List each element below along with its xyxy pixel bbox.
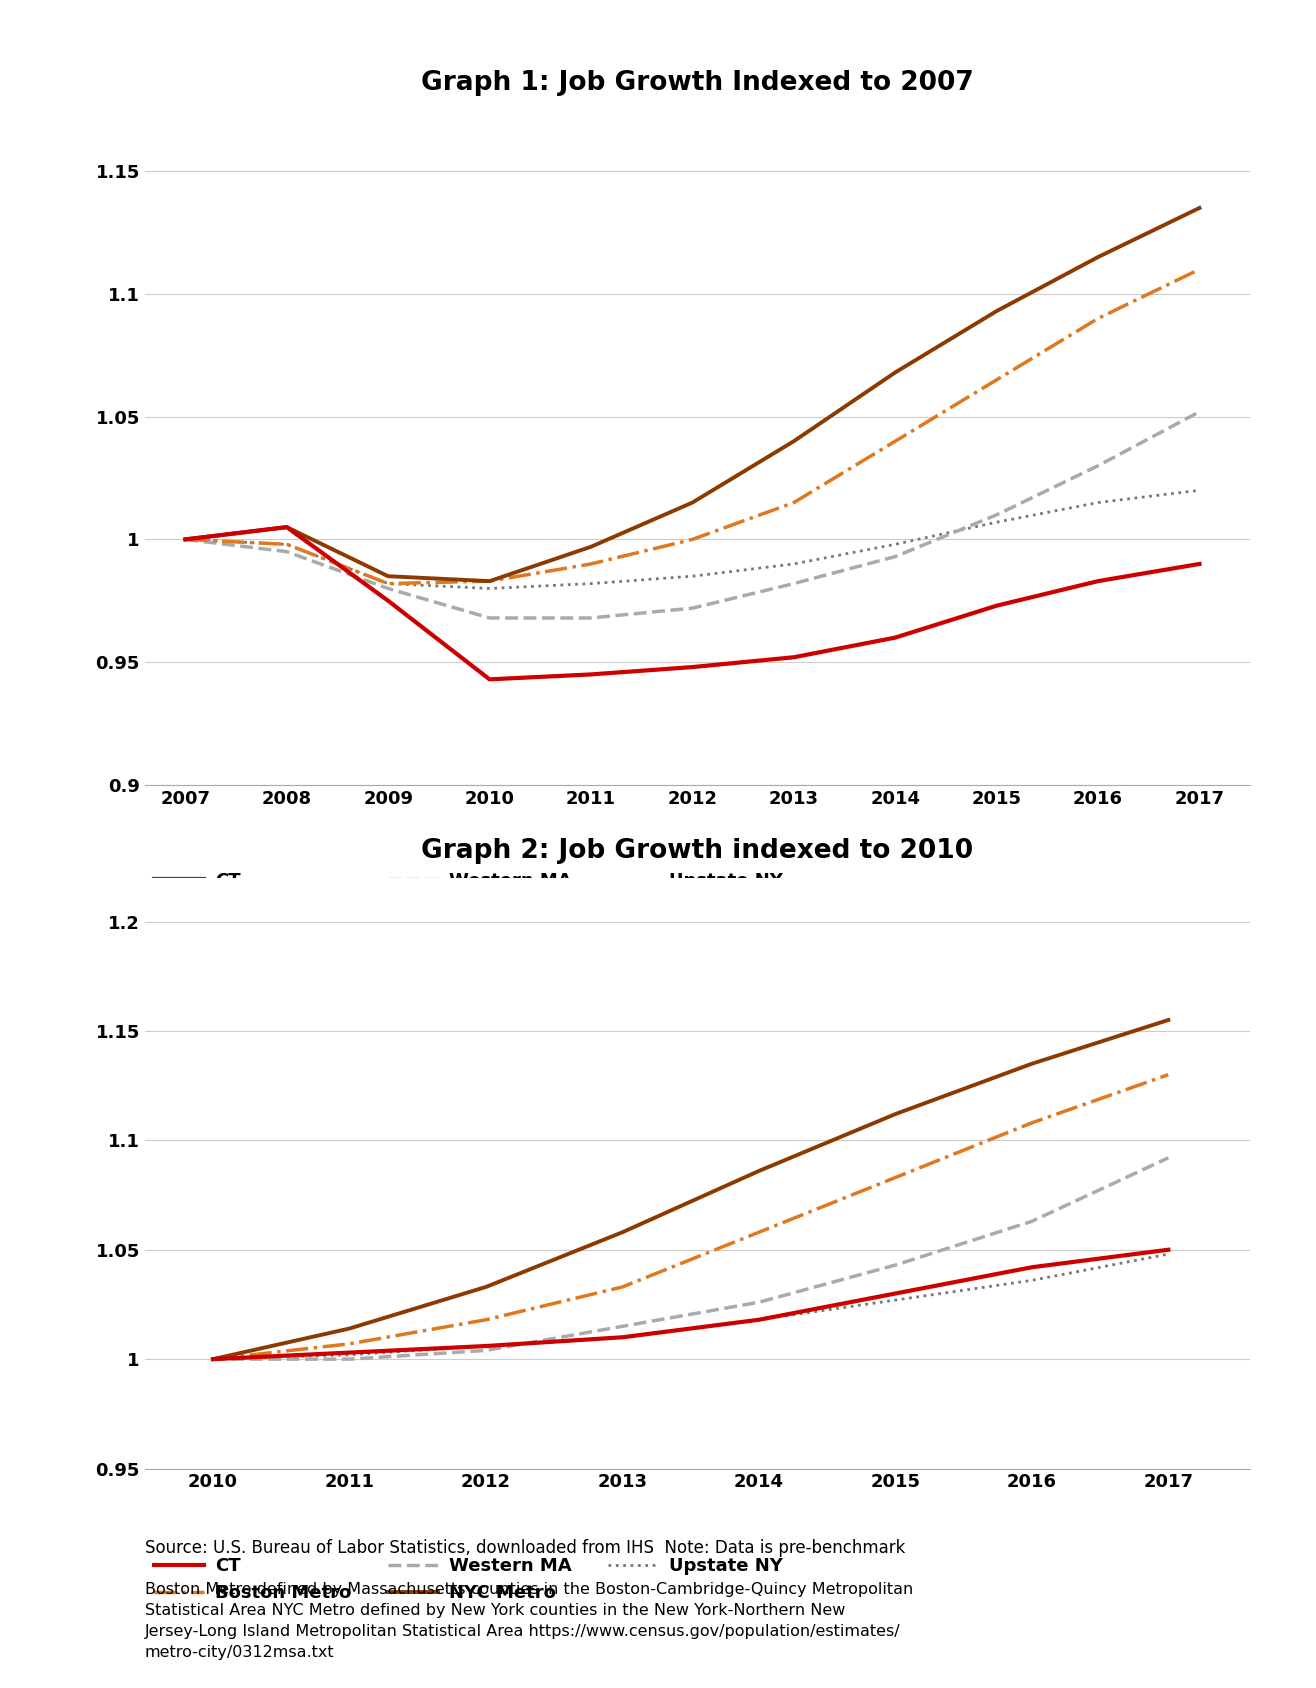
Text: Source: U.S. Bureau of Labor Statistics, downloaded from IHS  Note: Data is pre-: Source: U.S. Bureau of Labor Statistics,…: [145, 1539, 905, 1558]
Title: Graph 2: Job Growth indexed to 2010: Graph 2: Job Growth indexed to 2010: [421, 839, 974, 864]
Title: Graph 1: Job Growth Indexed to 2007: Graph 1: Job Growth Indexed to 2007: [421, 71, 974, 96]
Legend: CT, Boston Metro, Western MA, NYC Metro, Upstate NY: CT, Boston Metro, Western MA, NYC Metro,…: [154, 871, 783, 917]
Legend: CT, Boston Metro, Western MA, NYC Metro, Upstate NY: CT, Boston Metro, Western MA, NYC Metro,…: [154, 1558, 783, 1602]
Text: Boston Metro defined by Massachusetts counties in the Boston-Cambridge-Quincy Me: Boston Metro defined by Massachusetts co…: [145, 1582, 913, 1659]
